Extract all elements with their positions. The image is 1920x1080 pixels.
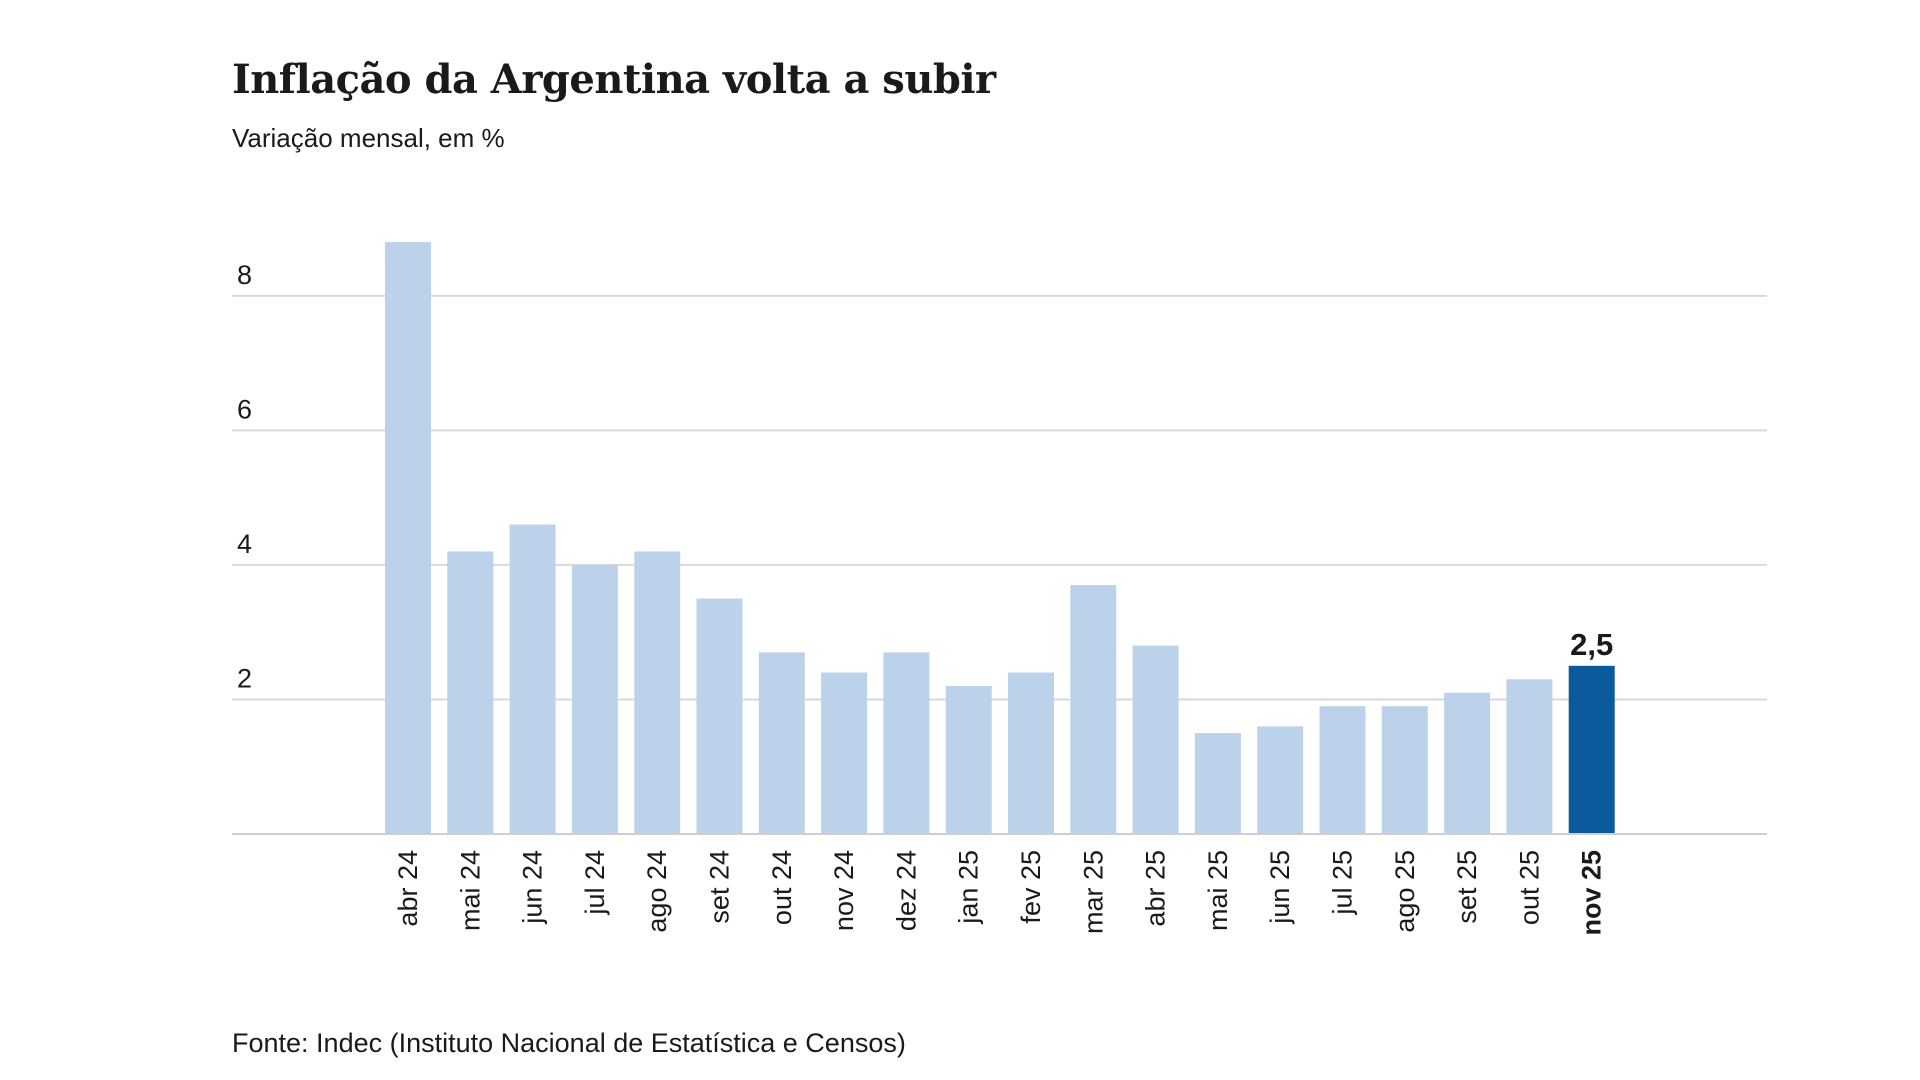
bar-mai-24 — [447, 551, 494, 834]
x-tick-label: jan 25 — [954, 850, 984, 925]
bar-mai-25 — [1194, 733, 1241, 834]
chart-source: Fonte: Indec (Instituto Nacional de Esta… — [232, 1028, 906, 1058]
x-tick-label: abr 24 — [393, 850, 423, 927]
bar-jul-25 — [1319, 706, 1366, 834]
bar-jun-24 — [509, 524, 556, 834]
bar-jul-24 — [571, 564, 618, 834]
chart-title: Inflação da Argentina volta a subir — [232, 56, 996, 103]
x-tick-label: jun 25 — [1265, 850, 1295, 925]
bar-set-25 — [1444, 692, 1491, 834]
bar-ago-24 — [634, 551, 681, 834]
x-axis-ticks: abr 24 mai 24 jun 24 jul 24 ago 24 set 24 out … — [393, 850, 1607, 936]
x-tick-label: mai 25 — [1203, 850, 1233, 931]
bar-fev-25 — [1008, 672, 1054, 834]
y-tick-label: 4 — [237, 529, 252, 559]
x-tick-label: abr 25 — [1141, 850, 1171, 927]
x-tick-label: jul 25 — [1328, 850, 1358, 916]
x-tick-label: out 24 — [767, 850, 797, 925]
x-tick-label: ago 25 — [1390, 850, 1420, 933]
y-tick-label: 8 — [237, 260, 252, 290]
bar-mar-25 — [1070, 585, 1117, 834]
x-tick-label: out 25 — [1514, 850, 1544, 925]
bars — [385, 242, 1615, 834]
y-axis-ticks: 2 4 6 8 — [237, 260, 252, 694]
x-tick-label: dez 24 — [891, 850, 921, 931]
bar-set-24 — [696, 598, 743, 834]
chart-subtitle: Variação mensal, em % — [232, 123, 505, 153]
x-tick-label: mai 24 — [455, 850, 485, 931]
x-tick-label: mar 25 — [1078, 850, 1108, 934]
x-tick-label: set 24 — [705, 850, 735, 924]
bar-abr-25 — [1132, 645, 1179, 834]
x-tick-label: set 25 — [1452, 850, 1482, 924]
y-tick-label: 2 — [237, 663, 252, 693]
x-tick-label: ago 24 — [642, 850, 672, 933]
bar-nov-24 — [821, 672, 868, 834]
bar-abr-24 — [385, 242, 431, 834]
bar-ago-25 — [1381, 706, 1428, 834]
x-tick-label: fev 25 — [1016, 850, 1046, 924]
y-tick-label: 6 — [237, 394, 252, 424]
bar-out-25 — [1506, 679, 1553, 834]
x-tick-label: jul 24 — [580, 850, 610, 916]
data-labels: 2,5 — [1570, 627, 1613, 662]
bar-jan-25 — [945, 686, 992, 834]
bar-dez-24 — [883, 652, 930, 834]
bar-out-24 — [758, 652, 805, 834]
x-tick-label: nov 24 — [829, 850, 859, 931]
bar-jun-25 — [1257, 726, 1304, 834]
bar-nov-25 — [1568, 665, 1615, 834]
data-label-highlight: 2,5 — [1570, 627, 1613, 662]
x-tick-label: nov 25 — [1577, 850, 1607, 936]
x-tick-label: jun 24 — [518, 850, 548, 925]
